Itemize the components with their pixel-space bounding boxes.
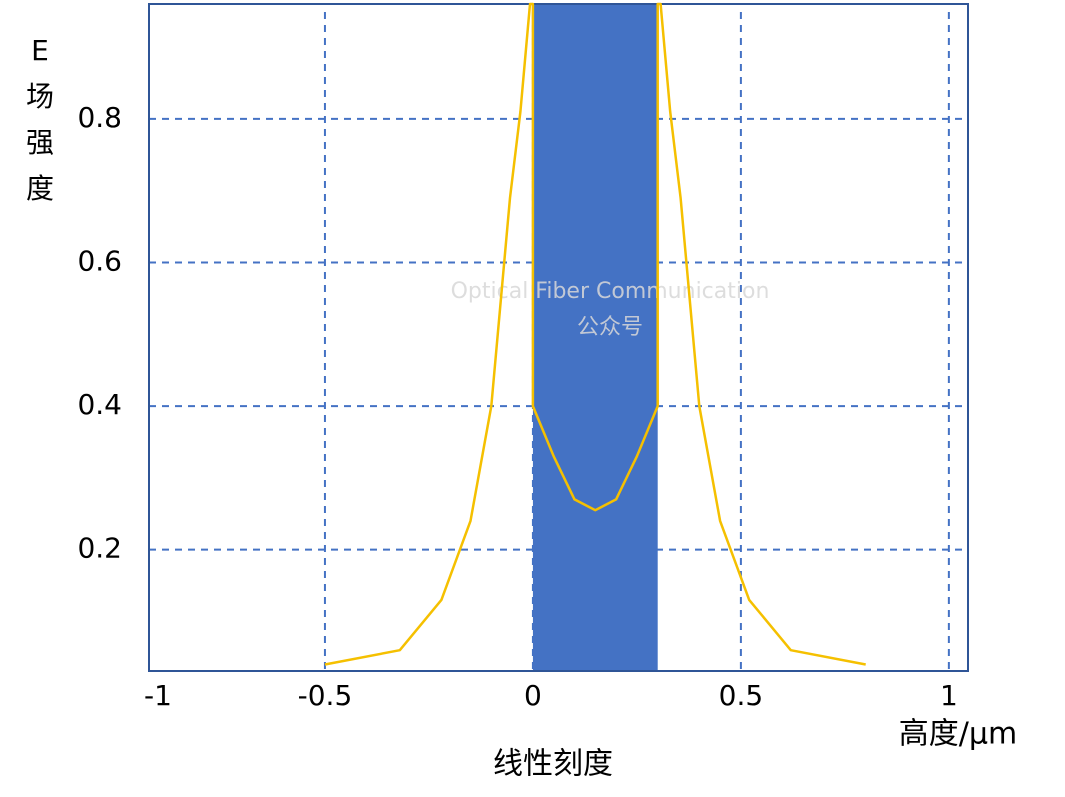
x-unit-label: 高度/μm: [899, 717, 1017, 752]
y-tick-label: 0.2: [77, 532, 122, 565]
y-axis-label: E 场强度: [26, 34, 54, 205]
x-tick-label: -1: [144, 679, 172, 712]
x-axis-label: 线性刻度: [493, 747, 613, 782]
x-tick-label: -0.5: [298, 679, 353, 712]
watermark: 公众号: [577, 315, 643, 340]
e-field-curve: [324, 2, 866, 666]
y-tick-label: 0.6: [77, 244, 122, 277]
x-tick-label: 1: [940, 679, 958, 712]
y-tick-label: 0.8: [77, 101, 122, 134]
watermark: Optical Fiber Communication: [451, 279, 770, 304]
y-tick-label: 0.4: [77, 388, 122, 421]
plot-frame: [148, 3, 969, 672]
waveguide-band: [532, 4, 658, 671]
x-tick-label: 0: [524, 679, 542, 712]
x-tick-label: 0.5: [719, 679, 764, 712]
